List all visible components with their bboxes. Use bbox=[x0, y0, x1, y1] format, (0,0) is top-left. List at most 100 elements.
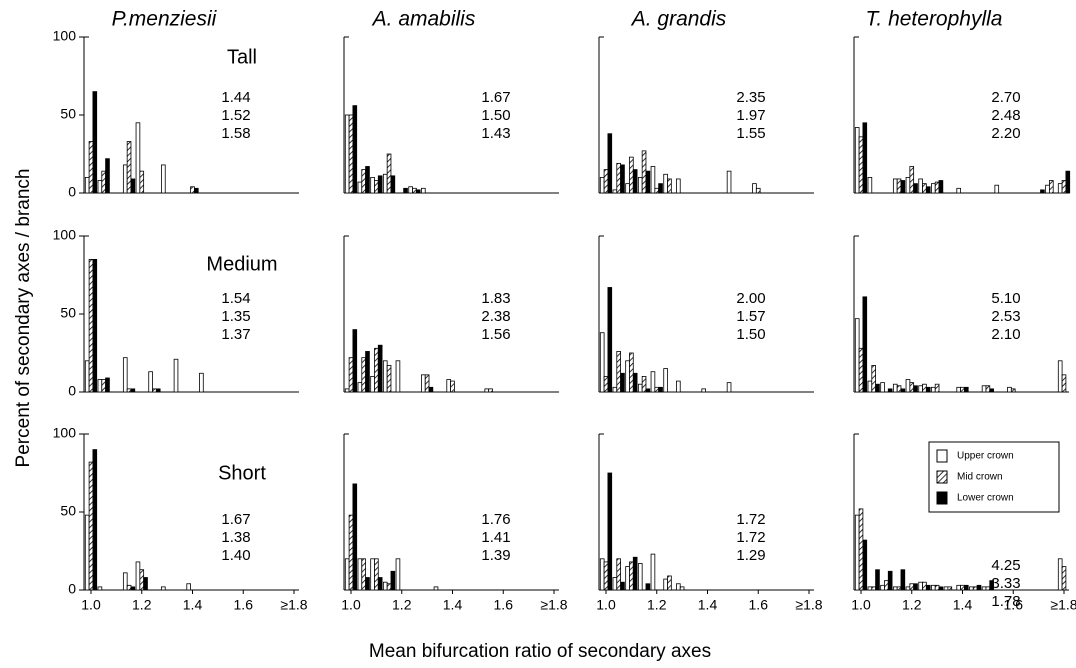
annotation: 2.38 bbox=[481, 308, 510, 325]
bar bbox=[956, 187, 961, 194]
bar bbox=[871, 586, 876, 591]
annotation: 1.67 bbox=[221, 511, 250, 528]
bar bbox=[862, 296, 868, 393]
bar bbox=[947, 586, 953, 591]
annotation: 1.29 bbox=[736, 547, 765, 564]
bar bbox=[918, 385, 923, 393]
annotation: 1.41 bbox=[481, 529, 510, 546]
bar bbox=[365, 577, 370, 591]
x-tick-label: 1.2 bbox=[902, 597, 922, 613]
annotation: 1.58 bbox=[221, 125, 250, 142]
bar bbox=[152, 388, 157, 393]
bar bbox=[126, 141, 132, 194]
bar bbox=[922, 581, 927, 591]
bar bbox=[130, 388, 136, 393]
bar bbox=[875, 383, 880, 393]
bar bbox=[887, 388, 893, 393]
bar bbox=[105, 377, 110, 393]
bar bbox=[625, 566, 630, 591]
bar bbox=[934, 181, 940, 194]
bar bbox=[193, 187, 199, 194]
bar bbox=[663, 173, 668, 194]
bar bbox=[892, 586, 898, 591]
bar bbox=[1065, 170, 1071, 194]
bar bbox=[867, 176, 873, 194]
bar bbox=[994, 184, 1000, 194]
bar bbox=[390, 570, 396, 591]
y-tick-label: 0 bbox=[68, 184, 76, 200]
x-tick-label: 1.0 bbox=[81, 597, 101, 613]
bar bbox=[905, 586, 911, 591]
annotation: 3.33 bbox=[991, 575, 1020, 592]
bar bbox=[918, 178, 923, 194]
bar bbox=[887, 570, 893, 591]
y-tick-label: 100 bbox=[53, 227, 77, 243]
bar bbox=[97, 379, 103, 393]
legend-swatch bbox=[936, 491, 948, 505]
bar bbox=[862, 122, 868, 194]
bar bbox=[599, 558, 605, 591]
bar bbox=[395, 360, 401, 393]
x-tick-label: 1.6 bbox=[749, 597, 769, 613]
annotation: 2.00 bbox=[736, 290, 765, 307]
bar bbox=[374, 180, 379, 194]
bar bbox=[625, 183, 630, 194]
bar bbox=[854, 318, 860, 393]
annotation: 1.76 bbox=[481, 511, 510, 528]
bar bbox=[612, 577, 618, 591]
bar bbox=[357, 382, 363, 393]
bar bbox=[1061, 566, 1067, 591]
bar bbox=[969, 586, 974, 591]
x-tick-label: ≥1.8 bbox=[280, 597, 307, 613]
annotation: 1.57 bbox=[736, 308, 765, 325]
bar bbox=[981, 385, 987, 393]
x-tick-label: 1.0 bbox=[596, 597, 616, 613]
bar bbox=[726, 170, 732, 194]
bar bbox=[629, 352, 634, 393]
annotation: 1.72 bbox=[736, 529, 765, 546]
bar bbox=[854, 514, 860, 591]
bar bbox=[854, 127, 860, 194]
bar bbox=[370, 176, 375, 194]
bar bbox=[867, 380, 873, 393]
bar bbox=[361, 357, 366, 393]
bar bbox=[348, 357, 354, 393]
bar bbox=[934, 383, 940, 393]
bar bbox=[880, 382, 885, 393]
bar bbox=[676, 380, 681, 393]
bar bbox=[880, 584, 885, 591]
panel-title: A. amabilis bbox=[371, 8, 476, 31]
bar bbox=[148, 371, 153, 393]
bar bbox=[858, 347, 864, 393]
bar bbox=[1057, 183, 1063, 194]
bar bbox=[190, 186, 195, 194]
bar bbox=[377, 175, 383, 194]
bar bbox=[88, 141, 94, 194]
bar bbox=[382, 173, 388, 194]
annotation: 2.10 bbox=[991, 326, 1020, 343]
bar bbox=[701, 388, 706, 393]
panel-title: A. grandis bbox=[630, 8, 727, 31]
row-label: Short bbox=[218, 462, 266, 484]
bar bbox=[377, 344, 383, 393]
bar bbox=[421, 187, 426, 194]
bar bbox=[637, 563, 643, 591]
bar bbox=[344, 114, 350, 194]
x-tick-label: ≥1.8 bbox=[540, 597, 567, 613]
annotation: 1.52 bbox=[221, 107, 250, 124]
bar bbox=[357, 558, 363, 591]
bar bbox=[599, 176, 605, 194]
bar bbox=[374, 347, 379, 393]
annotation: 1.56 bbox=[481, 326, 510, 343]
bar bbox=[663, 368, 668, 393]
bar bbox=[637, 383, 643, 393]
x-tick-label: 1.6 bbox=[1004, 597, 1024, 613]
bar bbox=[92, 258, 98, 393]
bar bbox=[943, 586, 949, 591]
x-tick-label: 1.2 bbox=[132, 597, 152, 613]
bar bbox=[909, 583, 915, 591]
bar bbox=[645, 388, 651, 393]
y-tick-label: 0 bbox=[68, 581, 76, 597]
bar bbox=[641, 150, 647, 194]
